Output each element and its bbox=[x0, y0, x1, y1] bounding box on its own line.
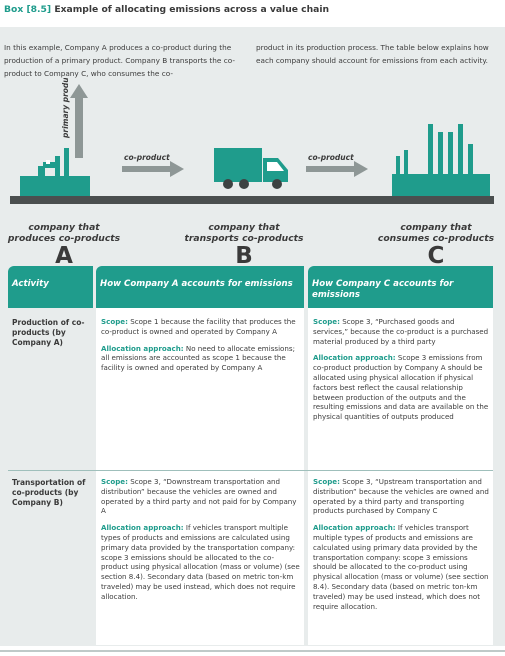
road-line bbox=[10, 196, 494, 204]
company-b-label: company that transports co-products B bbox=[183, 222, 305, 269]
coproduct-arrow-1: co-product bbox=[122, 153, 184, 177]
truck-icon bbox=[214, 148, 288, 189]
header-activity: Activity bbox=[8, 266, 93, 308]
row-1-activity: Production of co-products (by Company A) bbox=[12, 318, 85, 347]
row-1-a-alloc: No need to allocate emissions; all emiss… bbox=[101, 343, 295, 373]
primary-product-label: primary product bbox=[61, 78, 70, 139]
row-1-company-c-cell: Scope: Scope 3, “Purchased goods and ser… bbox=[313, 317, 491, 429]
row-2-a-scope-label: Scope: bbox=[101, 477, 128, 486]
company-c-letter: C bbox=[427, 243, 445, 269]
row-2-a-alloc: If vehicles transport multiple types of … bbox=[101, 523, 300, 601]
row-1-c-scope-label: Scope: bbox=[313, 317, 340, 326]
box-title: Box [8.5] Example of allocating emission… bbox=[4, 4, 329, 15]
row-1-c-scope: Scope 3, “Purchased goods and services,”… bbox=[313, 317, 489, 346]
row-2-c-scope-label: Scope: bbox=[313, 477, 340, 486]
factory-c-icon bbox=[392, 124, 490, 202]
row-1-a-scope-label: Scope: bbox=[101, 317, 128, 326]
company-b-desc: company that transports co-products bbox=[184, 222, 304, 244]
row-1-c-alloc-label: Allocation approach: bbox=[313, 353, 396, 363]
intro-left: In this example, Company A produces a co… bbox=[4, 43, 235, 78]
company-c-desc: company that consumes co-products bbox=[377, 222, 495, 244]
row-1-c-alloc: Scope 3 emissions from co-product produc… bbox=[313, 353, 489, 422]
bottom-rule bbox=[0, 650, 505, 652]
coproduct-label-1: co-product bbox=[124, 153, 170, 162]
coproduct-label-2: co-product bbox=[308, 153, 354, 162]
column-a-background bbox=[96, 308, 304, 645]
company-b-letter: B bbox=[235, 243, 253, 269]
row-2-activity: Transportation of co-products (by Compan… bbox=[12, 478, 86, 507]
column-c-background bbox=[308, 308, 493, 645]
header-company-c: How Company C accounts for emissions bbox=[308, 266, 493, 308]
intro-right: product in its production process. The t… bbox=[256, 43, 489, 65]
row-2-c-alloc-label: Allocation approach: bbox=[313, 523, 396, 533]
row-1-a-alloc-label: Allocation approach: bbox=[101, 343, 184, 353]
company-a-letter: A bbox=[55, 243, 73, 269]
row-2-c-scope: Scope 3, “Upstream transportation and di… bbox=[313, 477, 489, 516]
company-c-label: company that consumes co-products C bbox=[375, 222, 497, 269]
company-a-label: company that produces co-products A bbox=[4, 222, 124, 269]
row-2-company-c-cell: Scope: Scope 3, “Upstream transportation… bbox=[313, 477, 491, 618]
box-number: Box [8.5] bbox=[4, 4, 52, 15]
company-a-desc: company that produces co-products bbox=[7, 222, 121, 244]
box-heading: Example of allocating emissions across a… bbox=[54, 4, 330, 15]
row-1-company-a-cell: Scope: Scope 1 because the facility that… bbox=[101, 317, 301, 380]
row-separator bbox=[8, 470, 493, 471]
primary-product-arrow: primary product bbox=[61, 78, 88, 158]
row-2-c-alloc: If vehicles transport multiple types of … bbox=[313, 523, 489, 611]
row-2-a-scope: Scope 3, “Downstream transportation and … bbox=[101, 477, 297, 516]
value-chain-illustration: primary product co-product co-product bbox=[10, 78, 494, 204]
row-2-company-a-cell: Scope: Scope 3, “Downstream transportati… bbox=[101, 477, 301, 609]
row-2-a-alloc-label: Allocation approach: bbox=[101, 523, 184, 533]
row-1-a-scope: Scope 1 because the facility that produc… bbox=[101, 317, 296, 336]
header-company-a: How Company A accounts for emissions bbox=[96, 266, 304, 308]
coproduct-arrow-2: co-product bbox=[306, 153, 368, 177]
